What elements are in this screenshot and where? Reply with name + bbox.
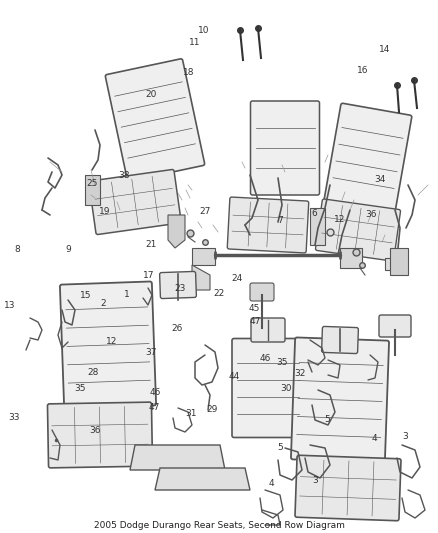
Text: 3: 3 bbox=[402, 432, 408, 441]
Text: 36: 36 bbox=[366, 209, 377, 219]
Text: 14: 14 bbox=[379, 45, 390, 54]
Polygon shape bbox=[192, 265, 210, 290]
Text: 29: 29 bbox=[206, 405, 217, 414]
Text: 45: 45 bbox=[248, 304, 260, 313]
Text: 33: 33 bbox=[8, 413, 20, 422]
FancyBboxPatch shape bbox=[159, 271, 196, 298]
FancyBboxPatch shape bbox=[250, 283, 274, 301]
FancyBboxPatch shape bbox=[291, 337, 389, 463]
FancyBboxPatch shape bbox=[106, 59, 205, 181]
Text: 5: 5 bbox=[277, 443, 283, 453]
Text: 15: 15 bbox=[80, 292, 91, 300]
Polygon shape bbox=[385, 258, 392, 270]
Text: 3: 3 bbox=[312, 476, 318, 485]
Text: 4: 4 bbox=[372, 434, 377, 443]
FancyBboxPatch shape bbox=[315, 199, 400, 261]
Text: 2005 Dodge Durango Rear Seats, Second Row Diagram: 2005 Dodge Durango Rear Seats, Second Ro… bbox=[94, 521, 344, 529]
Polygon shape bbox=[130, 445, 225, 470]
Text: 24: 24 bbox=[231, 274, 242, 284]
Text: 47: 47 bbox=[149, 403, 160, 413]
Polygon shape bbox=[192, 248, 215, 265]
Text: 18: 18 bbox=[183, 68, 194, 77]
FancyBboxPatch shape bbox=[295, 455, 401, 521]
FancyBboxPatch shape bbox=[60, 281, 156, 408]
Text: 21: 21 bbox=[145, 240, 157, 249]
Text: 16: 16 bbox=[357, 66, 368, 75]
Text: 22: 22 bbox=[213, 289, 225, 298]
Text: 34: 34 bbox=[374, 175, 386, 184]
Text: 38: 38 bbox=[118, 172, 130, 181]
Polygon shape bbox=[390, 248, 408, 275]
FancyBboxPatch shape bbox=[232, 338, 304, 438]
Text: 28: 28 bbox=[87, 368, 99, 377]
Polygon shape bbox=[155, 468, 250, 490]
Polygon shape bbox=[310, 208, 325, 245]
Polygon shape bbox=[340, 248, 362, 268]
Text: 4: 4 bbox=[269, 479, 274, 488]
Text: 2: 2 bbox=[100, 299, 106, 308]
Text: 30: 30 bbox=[280, 384, 292, 393]
Text: 46: 46 bbox=[259, 354, 271, 363]
Text: 19: 19 bbox=[99, 207, 111, 216]
Text: 25: 25 bbox=[86, 179, 98, 188]
Text: 37: 37 bbox=[145, 349, 157, 358]
Text: 17: 17 bbox=[143, 271, 155, 280]
Text: 5: 5 bbox=[325, 415, 331, 424]
FancyBboxPatch shape bbox=[379, 315, 411, 337]
FancyBboxPatch shape bbox=[227, 197, 309, 253]
FancyBboxPatch shape bbox=[321, 326, 358, 353]
Text: 12: 12 bbox=[334, 215, 345, 224]
Text: 10: 10 bbox=[198, 26, 209, 35]
Text: 13: 13 bbox=[4, 302, 15, 311]
Text: 11: 11 bbox=[189, 38, 201, 47]
Text: 26: 26 bbox=[172, 325, 183, 334]
Text: 8: 8 bbox=[14, 245, 21, 254]
Text: 6: 6 bbox=[311, 209, 317, 217]
FancyBboxPatch shape bbox=[251, 101, 319, 195]
Polygon shape bbox=[168, 215, 185, 248]
Text: 35: 35 bbox=[276, 358, 287, 367]
Text: 9: 9 bbox=[65, 245, 71, 254]
Text: 12: 12 bbox=[106, 337, 117, 346]
Text: 7: 7 bbox=[277, 216, 283, 225]
Text: 32: 32 bbox=[294, 369, 306, 378]
Text: 44: 44 bbox=[229, 372, 240, 381]
FancyBboxPatch shape bbox=[324, 103, 412, 213]
Text: 1: 1 bbox=[124, 290, 130, 300]
FancyBboxPatch shape bbox=[47, 402, 152, 468]
Text: 27: 27 bbox=[199, 207, 211, 216]
Text: 36: 36 bbox=[90, 426, 101, 435]
Text: 47: 47 bbox=[250, 317, 261, 326]
FancyBboxPatch shape bbox=[89, 169, 181, 235]
Text: 23: 23 bbox=[174, 284, 185, 293]
Text: 20: 20 bbox=[145, 90, 157, 99]
FancyBboxPatch shape bbox=[251, 318, 285, 342]
Text: 35: 35 bbox=[74, 384, 85, 393]
Polygon shape bbox=[85, 175, 100, 205]
Text: 46: 46 bbox=[150, 388, 161, 397]
Text: 31: 31 bbox=[186, 409, 197, 417]
